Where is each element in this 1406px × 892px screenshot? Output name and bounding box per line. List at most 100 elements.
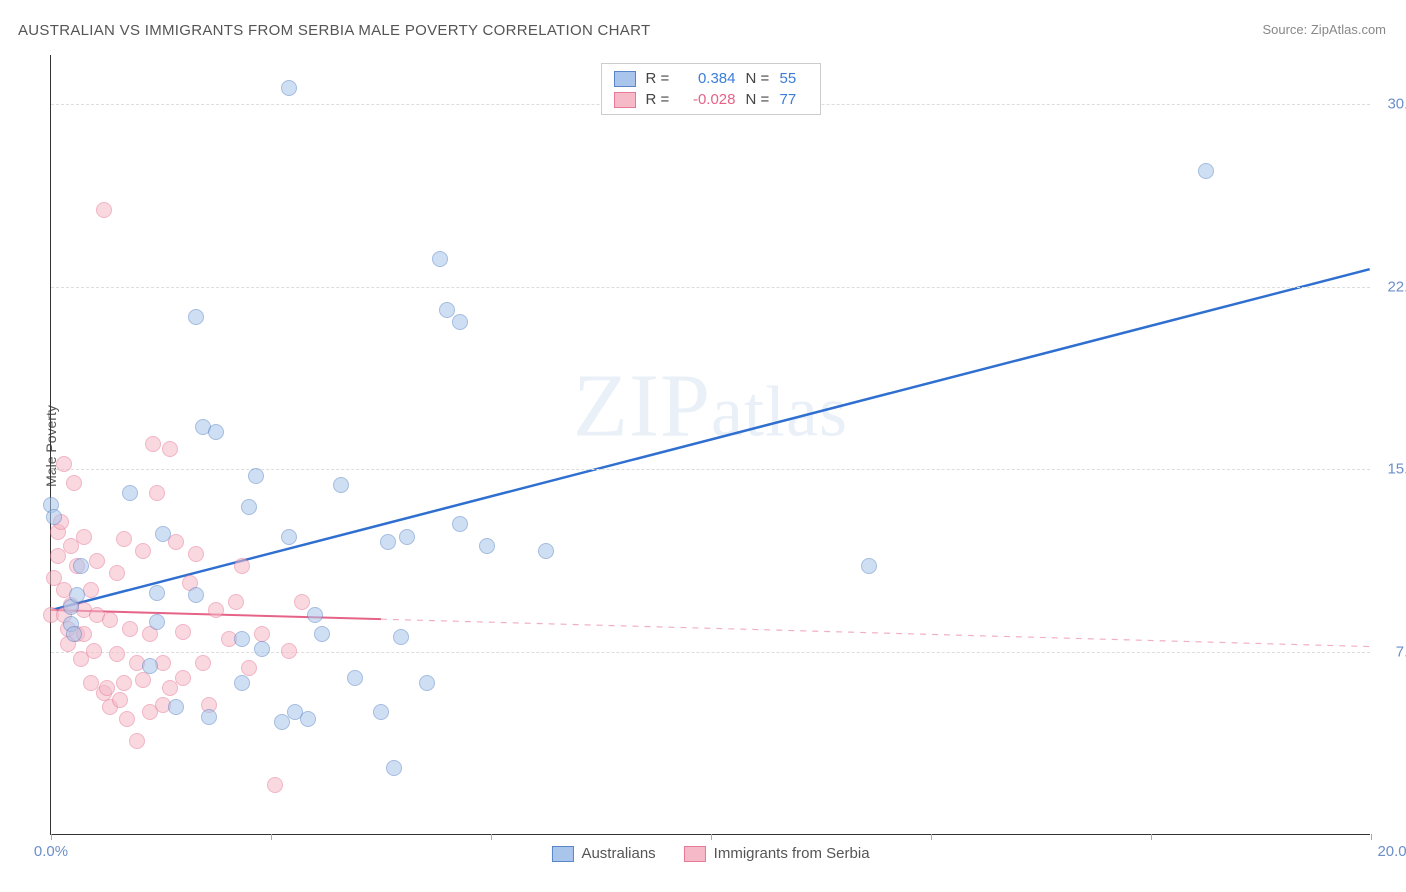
series-legend-item: Immigrants from Serbia — [684, 845, 870, 862]
scatter-point — [129, 733, 145, 749]
trend-line-solid — [51, 269, 1369, 610]
scatter-point — [314, 626, 330, 642]
scatter-point — [145, 436, 161, 452]
scatter-point — [347, 670, 363, 686]
scatter-point — [281, 643, 297, 659]
x-tick — [711, 834, 712, 840]
gridline-horizontal — [51, 652, 1370, 653]
x-tick-label: 0.0% — [34, 843, 68, 860]
x-tick — [1371, 834, 1372, 840]
correlation-legend-row: R = 0.384 N = 55 — [602, 68, 820, 89]
scatter-point — [66, 475, 82, 491]
x-tick — [1151, 834, 1152, 840]
scatter-point — [122, 621, 138, 637]
scatter-point — [234, 631, 250, 647]
scatter-point — [333, 477, 349, 493]
r-label: R = — [646, 70, 670, 87]
scatter-point — [96, 202, 112, 218]
plot-area: ZIPatlas R =0.384N =55R =-0.028N =77 Aus… — [50, 55, 1370, 835]
chart-title: AUSTRALIAN VS IMMIGRANTS FROM SERBIA MAL… — [18, 22, 650, 39]
scatter-point — [135, 543, 151, 559]
scatter-point — [479, 538, 495, 554]
scatter-point — [386, 760, 402, 776]
scatter-point — [188, 309, 204, 325]
scatter-point — [201, 709, 217, 725]
scatter-point — [66, 626, 82, 642]
gridline-horizontal — [51, 287, 1370, 288]
scatter-point — [281, 529, 297, 545]
x-tick — [931, 834, 932, 840]
scatter-point — [267, 777, 283, 793]
series-legend-label: Immigrants from Serbia — [714, 845, 870, 862]
scatter-point — [399, 529, 415, 545]
r-value: 0.384 — [680, 70, 736, 87]
x-tick-label: 20.0% — [1377, 843, 1406, 860]
scatter-point — [175, 670, 191, 686]
scatter-point — [419, 675, 435, 691]
scatter-point — [162, 441, 178, 457]
scatter-point — [281, 80, 297, 96]
n-value: 55 — [780, 70, 808, 87]
scatter-point — [155, 526, 171, 542]
scatter-point — [135, 672, 151, 688]
y-tick-label: 30.0% — [1380, 95, 1406, 112]
n-label: N = — [746, 91, 770, 108]
scatter-point — [452, 314, 468, 330]
scatter-point — [195, 655, 211, 671]
scatter-point — [228, 594, 244, 610]
legend-swatch — [614, 92, 636, 108]
scatter-point — [112, 692, 128, 708]
x-tick — [491, 834, 492, 840]
scatter-point — [149, 485, 165, 501]
y-tick-label: 22.5% — [1380, 278, 1406, 295]
scatter-point — [380, 534, 396, 550]
correlation-legend-row: R =-0.028N =77 — [602, 89, 820, 110]
scatter-point — [149, 585, 165, 601]
scatter-point — [241, 499, 257, 515]
scatter-point — [175, 624, 191, 640]
scatter-point — [116, 531, 132, 547]
scatter-point — [116, 675, 132, 691]
scatter-point — [439, 302, 455, 318]
scatter-point — [300, 711, 316, 727]
trend-lines-layer — [51, 55, 1370, 834]
scatter-point — [102, 612, 118, 628]
scatter-point — [432, 251, 448, 267]
correlation-legend: R =0.384N =55R =-0.028N =77 — [601, 63, 821, 115]
scatter-point — [46, 509, 62, 525]
series-legend-item: Australians — [551, 845, 655, 862]
source-attribution: Source: ZipAtlas.com — [1262, 22, 1386, 37]
n-label: N = — [746, 70, 770, 87]
scatter-point — [248, 468, 264, 484]
scatter-point — [241, 660, 257, 676]
scatter-point — [208, 424, 224, 440]
scatter-point — [142, 658, 158, 674]
scatter-point — [69, 587, 85, 603]
scatter-point — [149, 614, 165, 630]
scatter-point — [56, 456, 72, 472]
scatter-point — [73, 558, 89, 574]
x-tick — [51, 834, 52, 840]
scatter-point — [99, 680, 115, 696]
scatter-point — [109, 565, 125, 581]
x-tick — [271, 834, 272, 840]
scatter-point — [89, 553, 105, 569]
legend-swatch — [614, 71, 636, 87]
scatter-point — [188, 587, 204, 603]
trend-line-dashed — [381, 619, 1370, 646]
scatter-point — [86, 643, 102, 659]
scatter-point — [254, 626, 270, 642]
scatter-point — [119, 711, 135, 727]
legend-swatch — [684, 846, 706, 862]
series-legend: Australians Immigrants from Serbia — [551, 845, 869, 862]
scatter-point — [109, 646, 125, 662]
scatter-point — [861, 558, 877, 574]
scatter-point — [1198, 163, 1214, 179]
legend-swatch — [551, 846, 573, 862]
scatter-point — [76, 529, 92, 545]
series-legend-label: Australians — [581, 845, 655, 862]
y-tick-label: 7.5% — [1380, 644, 1406, 661]
scatter-point — [373, 704, 389, 720]
scatter-point — [538, 543, 554, 559]
n-value: 77 — [780, 91, 808, 108]
